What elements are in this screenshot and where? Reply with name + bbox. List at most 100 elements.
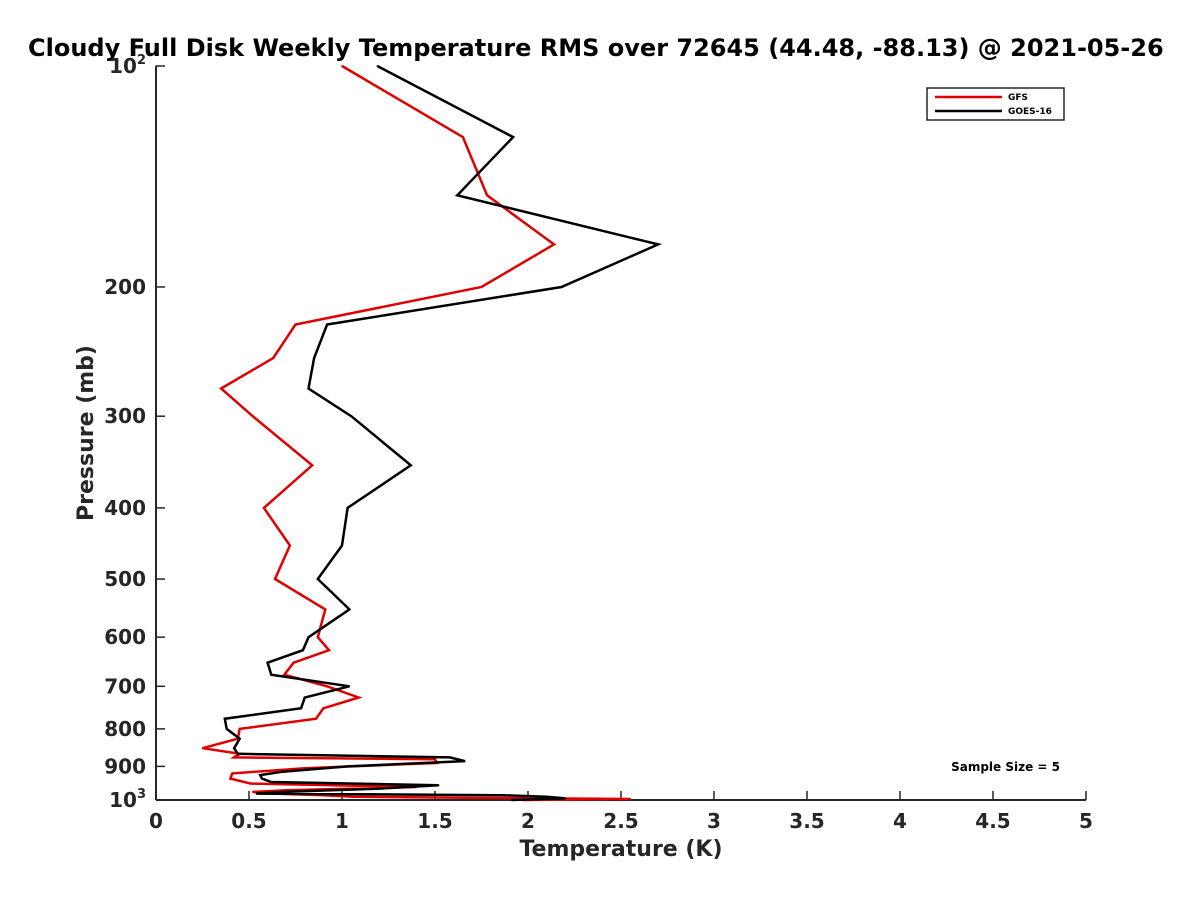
y-tick-label: 102	[109, 53, 146, 78]
data-point-gfs	[229, 777, 232, 780]
legend-label-gfs: GFS	[1008, 93, 1028, 103]
legend-label-goes-16: GOES-16	[1008, 107, 1052, 117]
sample-size-annotation: Sample Size = 5	[951, 760, 1060, 774]
data-point-goes-16	[512, 136, 514, 138]
data-point-gfs	[352, 796, 355, 798]
y-tick-label: 700	[104, 674, 146, 698]
data-point-gfs	[201, 747, 204, 749]
data-point-gfs	[434, 758, 436, 761]
data-point-gfs	[220, 387, 222, 390]
data-point-goes-16	[317, 578, 319, 580]
data-point-goes-16	[266, 661, 269, 664]
data-point-goes-16	[307, 387, 310, 390]
data-point-goes-16	[564, 797, 566, 800]
data-point-goes-16	[224, 717, 226, 720]
data-point-gfs	[629, 798, 632, 800]
x-tick-label: 1	[335, 809, 349, 833]
data-point-goes-16	[270, 781, 273, 783]
data-point-goes-16	[510, 799, 513, 801]
data-point-gfs	[328, 649, 330, 651]
data-point-gfs	[322, 707, 325, 710]
data-point-goes-16	[238, 737, 241, 740]
x-tick-label: 1.5	[417, 809, 452, 833]
y-tick-label: 900	[104, 754, 146, 778]
x-tick-label: 4.5	[975, 809, 1010, 833]
data-point-goes-16	[261, 777, 263, 780]
data-point-gfs	[238, 728, 241, 730]
data-point-gfs	[357, 696, 360, 699]
data-point-goes-16	[300, 707, 302, 710]
data-point-gfs	[251, 791, 254, 793]
data-point-goes-16	[410, 464, 412, 467]
data-point-gfs	[480, 286, 483, 288]
data-point-goes-16	[560, 286, 563, 288]
data-point-gfs	[231, 772, 234, 775]
data-point-goes-16	[341, 544, 343, 547]
data-point-goes-16	[545, 796, 548, 798]
data-point-goes-16	[456, 194, 459, 197]
data-point-gfs	[486, 194, 488, 197]
data-point-goes-16	[304, 696, 306, 699]
data-point-goes-16	[346, 507, 349, 509]
data-point-gfs	[317, 636, 319, 638]
x-tick-label: 0.5	[231, 809, 266, 833]
data-point-goes-16	[233, 747, 235, 749]
series-lines	[201, 64, 663, 802]
data-point-goes-16	[281, 770, 284, 773]
series-line-gfs	[202, 64, 631, 802]
data-point-gfs	[315, 717, 317, 720]
data-point-goes-16	[348, 685, 351, 688]
data-point-goes-16	[376, 65, 379, 67]
data-point-gfs	[341, 65, 343, 67]
data-point-goes-16	[270, 673, 273, 676]
data-point-gfs	[292, 661, 295, 664]
x-tick-label: 0	[149, 809, 163, 833]
data-point-gfs	[311, 464, 314, 467]
data-point-gfs	[251, 415, 254, 418]
data-point-gfs	[250, 782, 252, 785]
x-axis-ticks: 0 0.5 1 1.5 2 2.5 3 3.5 4 4.5 5	[149, 791, 1093, 833]
data-point-goes-16	[542, 798, 544, 800]
data-point-goes-16	[307, 636, 310, 638]
data-point-goes-16	[302, 649, 304, 651]
data-point-goes-16	[313, 357, 315, 359]
y-tick-label: 600	[104, 625, 146, 649]
x-axis-label: Temperature (K)	[519, 837, 722, 862]
data-point-goes-16	[255, 792, 258, 795]
x-tick-label: 3	[707, 809, 721, 833]
y-tick-label: 103	[109, 787, 146, 812]
legend-box	[926, 87, 1065, 121]
series-line-goes-16	[223, 64, 663, 802]
data-point-goes-16	[378, 787, 381, 790]
data-point-goes-16	[348, 608, 351, 611]
x-tick-label: 2.5	[603, 809, 638, 833]
data-point-gfs	[324, 608, 327, 611]
data-point-goes-16	[346, 765, 349, 768]
data-point-goes-16	[259, 774, 262, 776]
data-point-gfs	[283, 673, 286, 676]
data-point-goes-16	[326, 323, 328, 326]
data-point-gfs	[294, 323, 297, 326]
y-axis-ticks: 102 200 300 400 500 600 700 800 900 103	[104, 53, 165, 812]
data-point-goes-16	[449, 756, 451, 759]
legend: GFS GOES-16	[926, 87, 1065, 121]
chart-title: Cloudy Full Disk Weekly Temperature RMS …	[28, 34, 1164, 62]
x-tick-label: 3.5	[789, 809, 824, 833]
x-tick-label: 2	[521, 809, 535, 833]
y-tick-label: 200	[104, 275, 146, 299]
data-point-goes-16	[237, 753, 239, 755]
x-tick-label: 5	[1079, 809, 1093, 833]
x-tick-label: 4	[893, 809, 907, 833]
y-tick-label: 300	[104, 404, 146, 428]
data-point-goes-16	[437, 784, 440, 787]
y-tick-label: 800	[104, 717, 146, 741]
data-point-gfs	[553, 243, 555, 246]
data-point-gfs	[289, 544, 291, 547]
data-point-goes-16	[283, 791, 286, 793]
y-axis-label: Pressure (mb)	[74, 345, 99, 521]
y-tick-label: 400	[104, 496, 146, 520]
data-point-gfs	[263, 507, 265, 509]
data-point-goes-16	[225, 728, 228, 730]
data-point-goes-16	[464, 760, 466, 762]
